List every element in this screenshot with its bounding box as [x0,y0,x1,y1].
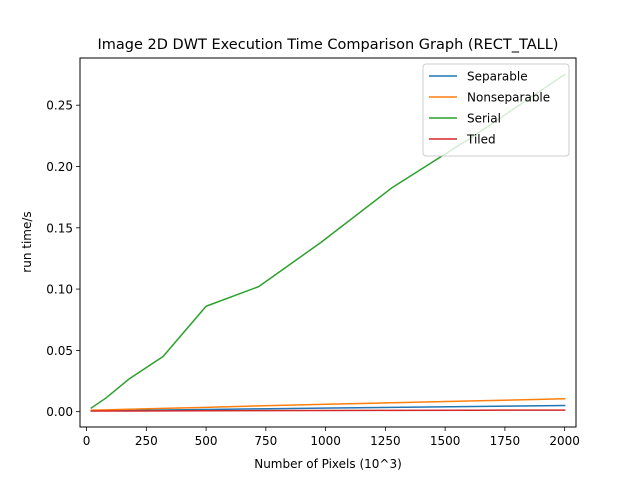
x-axis-label: Number of Pixels (10^3) [254,457,402,471]
chart-title: Image 2D DWT Execution Time Comparison G… [98,37,559,53]
plot-frame [79,57,577,428]
x-tick-label: 2000 [549,434,580,448]
x-tick-label: 1750 [490,434,521,448]
x-tick-label: 750 [254,434,277,448]
y-tick-label: 0.00 [46,405,73,419]
legend-label-serial: Serial [467,112,501,126]
y-tick-label: 0.25 [46,99,73,113]
legend-label-tiled: Tiled [466,133,496,147]
series-line-serial [90,73,566,410]
legend: Separable Nonseparable Serial Tiled [422,63,570,157]
legend-label-separable: Separable [467,70,528,84]
y-axis-label: run time/s [20,211,34,272]
y-tick-label: 0.15 [46,221,73,235]
x-tick-label: 250 [135,434,158,448]
x-tick-label: 1500 [430,434,461,448]
y-tick-label: 0.20 [46,160,73,174]
y-tick-label: 0.10 [46,283,73,297]
plot-series-group [90,73,566,412]
series-line-tiled [90,409,566,412]
legend-label-nonseparable: Nonseparable [467,91,550,105]
x-tick-label: 500 [195,434,218,448]
axis-ticks-group: 0 250 500 750 1000 1250 1500 1750 2000 0.00 0.05 0.… [46,99,580,448]
legend-box [422,63,570,157]
x-tick-label: 1250 [370,434,401,448]
y-tick-label: 0.05 [46,344,73,358]
series-line-nonseparable [90,398,566,411]
x-tick-label: 1000 [310,434,341,448]
x-tick-label: 0 [83,434,91,448]
